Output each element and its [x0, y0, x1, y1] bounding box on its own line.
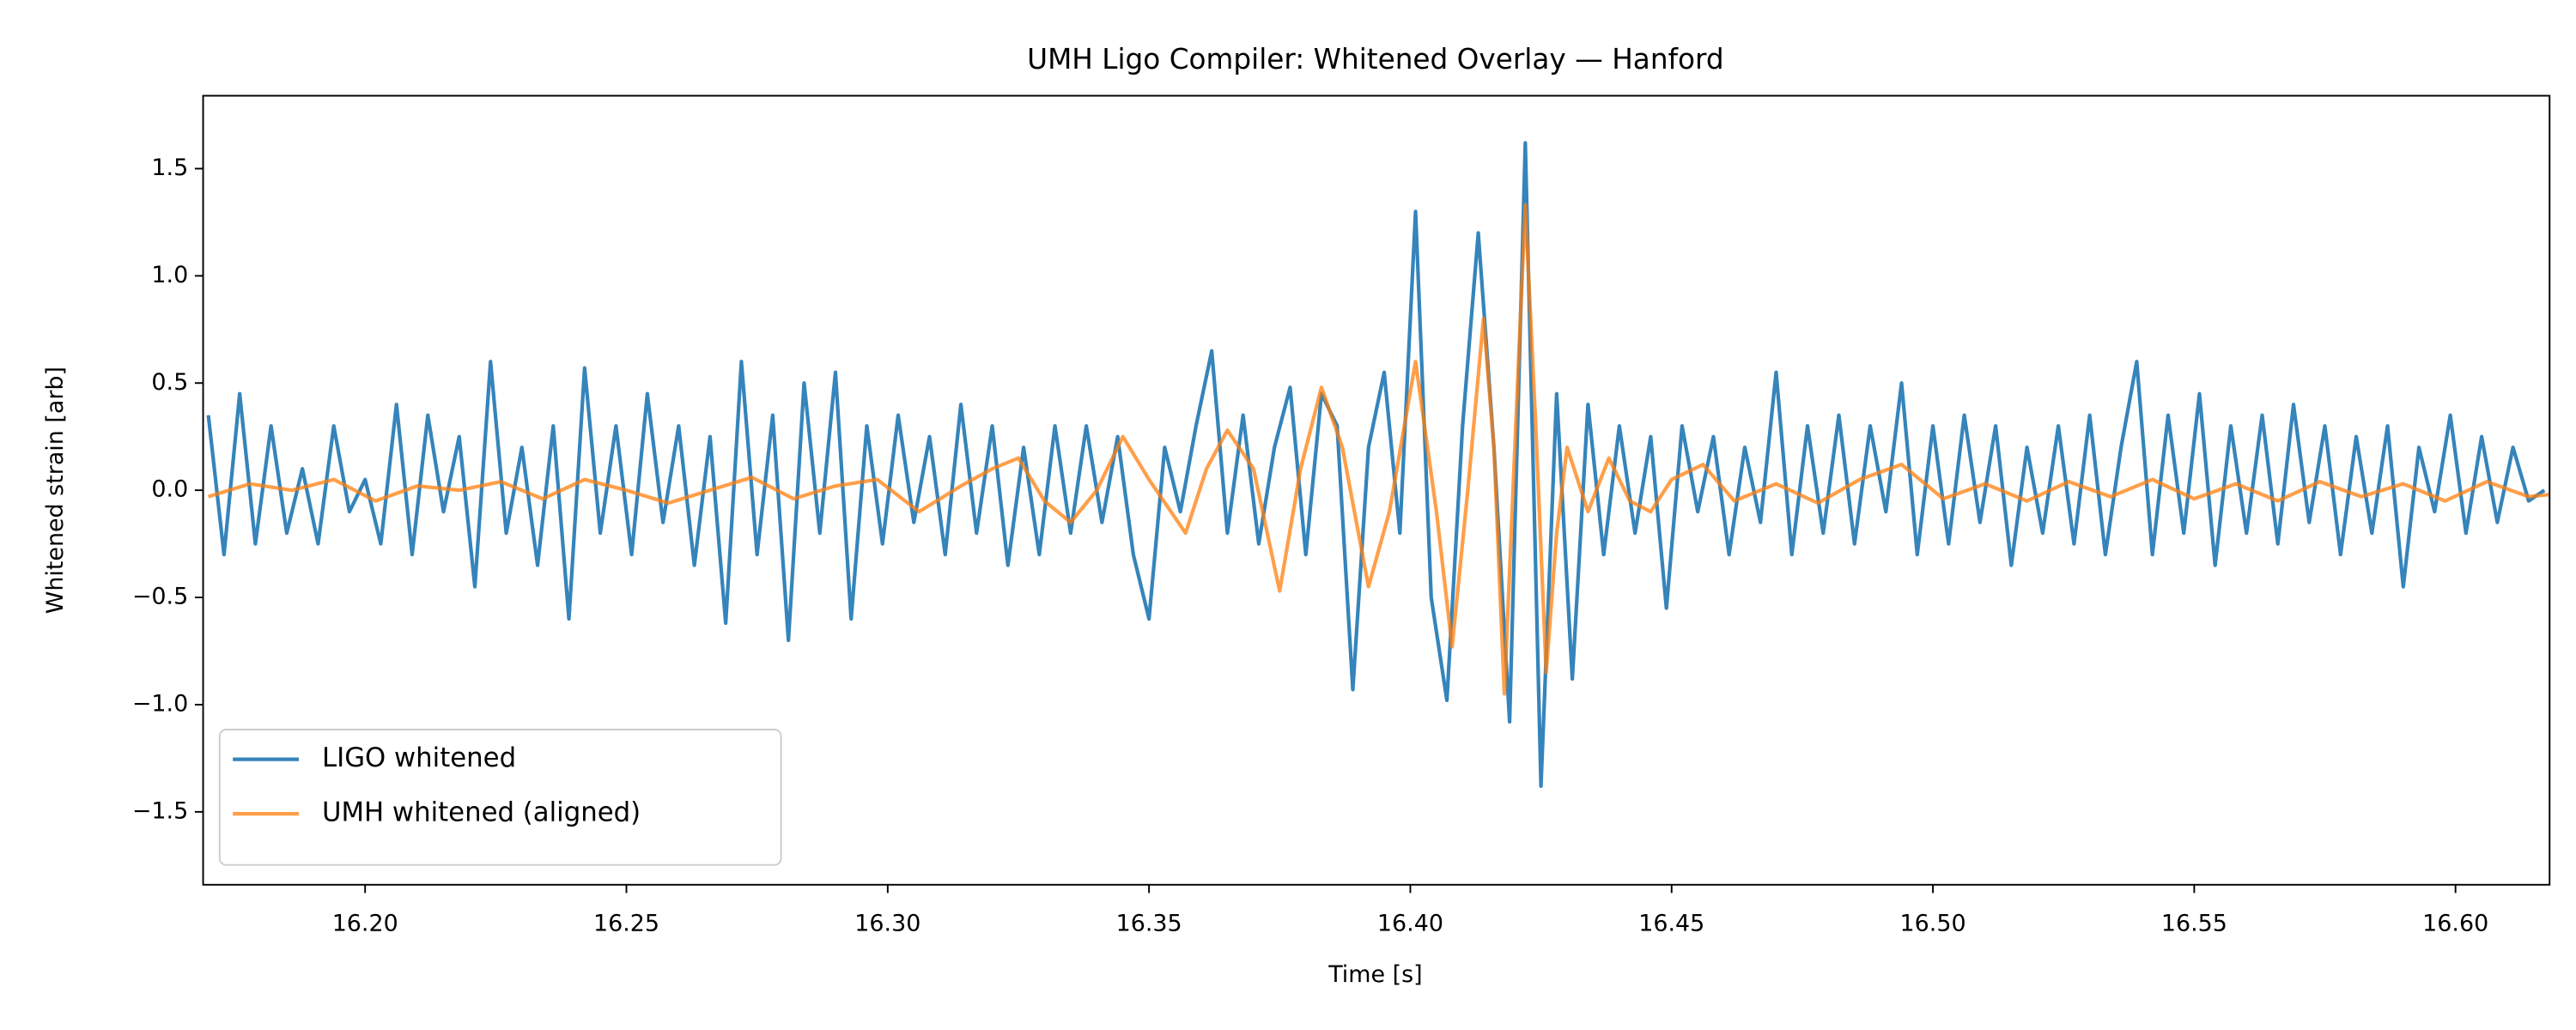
y-tick-label: 1.0: [151, 262, 188, 288]
y-tick-label: 1.5: [151, 154, 188, 181]
y-tick-label: −1.5: [132, 797, 188, 824]
series-line: [206, 141, 2546, 788]
legend-box: [218, 729, 782, 866]
y-tick-label: 0.0: [151, 476, 188, 503]
x-tick-label: 16.55: [2161, 910, 2227, 936]
y-axis-label: Whitened strain [arb]: [42, 367, 69, 614]
y-tick-label: 0.5: [151, 369, 188, 396]
series-line: [207, 203, 2550, 696]
x-tick-label: 16.20: [332, 910, 398, 936]
y-tick-label: −1.0: [132, 690, 188, 717]
x-tick-label: 16.45: [1638, 910, 1704, 936]
x-tick-label: 16.50: [1900, 910, 1966, 936]
x-tick-label: 16.30: [854, 910, 920, 936]
x-axis-label: Time [s]: [1327, 961, 1422, 988]
x-tick-label: 16.35: [1116, 910, 1182, 936]
x-tick-label: 16.25: [593, 910, 659, 936]
y-tick-label: −0.5: [132, 584, 188, 610]
x-tick-label: 16.60: [2422, 910, 2488, 936]
legend: LIGO whitened UMH whitened (aligned): [218, 729, 782, 866]
plot-area: [206, 141, 2550, 788]
legend-label: UMH whitened (aligned): [322, 797, 641, 828]
chart-title: UMH Ligo Compiler: Whitened Overlay — Ha…: [1027, 43, 1724, 76]
x-tick-label: 16.40: [1377, 910, 1443, 936]
legend-label: LIGO whitened: [322, 742, 516, 773]
